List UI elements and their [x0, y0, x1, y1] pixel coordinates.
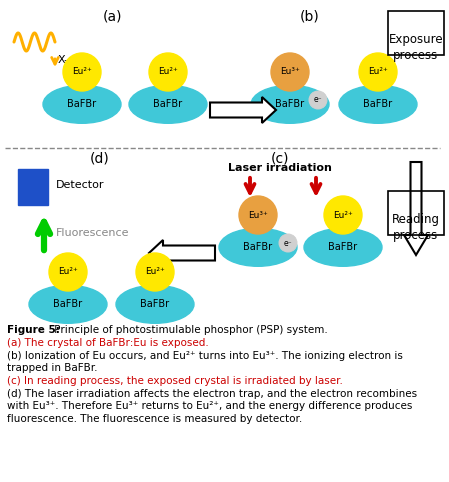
Text: BaFBr: BaFBr	[328, 242, 357, 252]
Text: (a) The crystal of BaFBr:Eu is exposed.: (a) The crystal of BaFBr:Eu is exposed.	[7, 338, 209, 348]
Text: Eu²⁺: Eu²⁺	[158, 67, 178, 77]
Text: BaFBr: BaFBr	[53, 299, 83, 309]
Text: Eu³⁺: Eu³⁺	[280, 67, 300, 77]
Circle shape	[279, 234, 297, 252]
Ellipse shape	[304, 228, 382, 266]
FancyArrow shape	[149, 240, 215, 266]
Text: Figure 5:: Figure 5:	[7, 325, 60, 335]
Text: X-ray: X-ray	[58, 55, 87, 65]
Circle shape	[359, 53, 397, 91]
Text: BaFBr: BaFBr	[67, 99, 97, 109]
Circle shape	[239, 196, 277, 234]
Ellipse shape	[251, 85, 329, 123]
Text: Eu²⁺: Eu²⁺	[368, 67, 388, 77]
Bar	[18, 169, 48, 205]
Circle shape	[324, 196, 362, 234]
Text: (a): (a)	[102, 10, 122, 24]
FancyArrow shape	[210, 97, 276, 123]
Text: (c) In reading process, the exposed crystal is irradiated by laser.: (c) In reading process, the exposed crys…	[7, 376, 343, 386]
Bar	[388, 191, 444, 235]
Text: e⁻: e⁻	[314, 95, 322, 105]
Text: Eu²⁺: Eu²⁺	[72, 67, 92, 77]
Text: Exposure
process: Exposure process	[389, 33, 443, 62]
Ellipse shape	[29, 285, 107, 323]
Ellipse shape	[116, 285, 194, 323]
Text: Fluorescence: Fluorescence	[56, 228, 129, 238]
Text: BaFBr: BaFBr	[363, 99, 392, 109]
Text: Principle of photostimulable phosphor (PSP) system.: Principle of photostimulable phosphor (P…	[51, 325, 328, 335]
Text: Detector: Detector	[56, 180, 105, 190]
Text: Reading
process: Reading process	[392, 213, 440, 242]
Text: (b) Ionization of Eu occurs, and Eu²⁺ turns into Eu³⁺. The ionizing electron is
: (b) Ionization of Eu occurs, and Eu²⁺ tu…	[7, 351, 403, 374]
FancyArrow shape	[404, 162, 428, 255]
Text: Eu²⁺: Eu²⁺	[145, 268, 165, 277]
Circle shape	[136, 253, 174, 291]
Text: BaFBr: BaFBr	[141, 299, 170, 309]
Text: Eu³⁺: Eu³⁺	[248, 211, 268, 219]
Circle shape	[271, 53, 309, 91]
Circle shape	[49, 253, 87, 291]
Text: BaFBr: BaFBr	[154, 99, 183, 109]
Circle shape	[149, 53, 187, 91]
Text: Laser irradiation: Laser irradiation	[228, 163, 332, 173]
Text: e⁻: e⁻	[284, 239, 292, 247]
Bar	[388, 11, 444, 55]
Text: Eu²⁺: Eu²⁺	[333, 211, 353, 219]
Text: Eu²⁺: Eu²⁺	[58, 268, 78, 277]
Circle shape	[309, 91, 327, 109]
Text: BaFBr: BaFBr	[243, 242, 273, 252]
Ellipse shape	[43, 85, 121, 123]
Text: (c): (c)	[271, 152, 289, 166]
Ellipse shape	[219, 228, 297, 266]
Text: (b): (b)	[300, 10, 320, 24]
Text: (d) The laser irradiation affects the electron trap, and the electron recombines: (d) The laser irradiation affects the el…	[7, 389, 417, 424]
Ellipse shape	[339, 85, 417, 123]
Circle shape	[63, 53, 101, 91]
Text: BaFBr: BaFBr	[275, 99, 304, 109]
Ellipse shape	[129, 85, 207, 123]
Text: (d): (d)	[90, 152, 110, 166]
